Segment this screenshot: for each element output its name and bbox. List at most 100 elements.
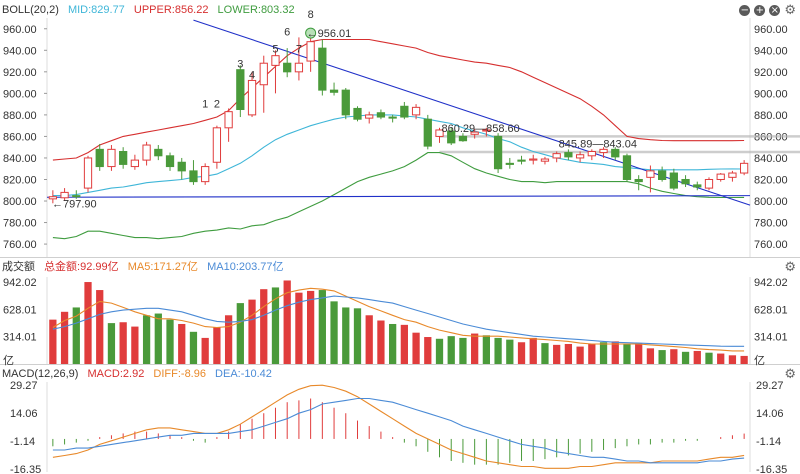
volume-bar: [728, 355, 737, 364]
candle-body: [740, 162, 749, 174]
volume-title: 成交额: [2, 261, 35, 273]
wave-label-3: 3: [237, 59, 243, 71]
volume-bar: [260, 289, 268, 364]
trend-line-resistance: [193, 19, 751, 206]
price-tick-label-left: 880.00: [3, 110, 37, 122]
volume-bar: [646, 348, 655, 364]
volume-bar: [541, 343, 549, 364]
price-tick-label-left: 940.00: [3, 45, 37, 57]
volume-bar: [389, 323, 397, 364]
price-tick-label-right: 820.00: [754, 174, 788, 186]
macd-tick-label-left: 14.06: [10, 408, 38, 420]
wave-label-2: 2: [214, 99, 220, 111]
candle-body: [435, 129, 444, 137]
volume-bar: [248, 299, 256, 364]
candle-body: [212, 127, 222, 163]
price-tick-label-left: 860.00: [3, 131, 37, 143]
candle-body: [529, 158, 538, 161]
candle-body: [540, 158, 550, 162]
plus-icon[interactable]: +: [754, 5, 766, 16]
gear-icon[interactable]: ⚙: [784, 367, 796, 382]
peak-label: ←956.01: [307, 28, 352, 40]
candle-body: [119, 150, 128, 165]
boll-line-upper: [52, 38, 745, 161]
candle-body: [704, 178, 714, 189]
candle-body: [48, 196, 57, 200]
boll-lower-label: LOWER:803.32: [217, 4, 295, 16]
price-tick-label-right: 800.00: [754, 196, 788, 208]
candle-body: [189, 170, 198, 183]
candle-body: [681, 178, 690, 185]
candle-body: [201, 166, 210, 183]
volume-line-ma10: [52, 295, 745, 347]
candle-body: [611, 148, 620, 158]
volume-bar: [213, 327, 221, 364]
volume-bar: [365, 315, 373, 364]
price-tick-label-right: 960.00: [754, 24, 788, 36]
boll-upper-label: UPPER:856.22: [133, 4, 209, 16]
volume-bar: [189, 331, 198, 364]
price-tick-label-right: 900.00: [754, 88, 788, 100]
candle-body: [376, 112, 386, 118]
boll-header: BOLL(20,2) MID:829.77 UPPER:856.22 LOWER…: [2, 2, 301, 19]
volume-bar: [178, 323, 186, 364]
volume-tick-label-right: 亿: [754, 354, 765, 367]
boll-title: BOLL(20,2): [2, 4, 59, 16]
volume-bar: [166, 319, 174, 364]
candle-body: [587, 150, 596, 157]
wave-label-5: 5: [272, 44, 278, 56]
volume-bar: [60, 311, 69, 364]
candle-body: [458, 135, 468, 142]
volume-ma5-label: MA5:171.27亿: [127, 261, 199, 273]
candle-body: [329, 89, 339, 93]
gear-icon[interactable]: ⚙: [784, 3, 796, 18]
close-icon[interactable]: ×: [769, 5, 781, 16]
candle-body: [318, 47, 327, 91]
candle-body: [669, 172, 678, 189]
macd-tick-label-left: -1.14: [10, 436, 35, 448]
candle-body: [388, 116, 397, 119]
macd-line-dea: [52, 397, 745, 464]
candle-body: [423, 118, 432, 147]
macd-header: MACD(12,26,9) MACD:2.92 DIFF:-8.96 DEA:-…: [2, 366, 278, 383]
candle-body: [575, 154, 585, 159]
wave-label-4: 4: [249, 69, 255, 81]
volume-bar: [635, 343, 643, 364]
volume-bar: [342, 307, 350, 364]
volume-bar: [553, 344, 561, 364]
volume-bar: [576, 346, 584, 364]
volume-bar: [670, 349, 678, 364]
macd-title: MACD(12,26,9): [2, 368, 79, 380]
volume-bar: [424, 337, 432, 364]
candle-body: [365, 114, 374, 119]
candle-body: [259, 62, 268, 86]
low-label: ←797.90: [52, 198, 97, 210]
macd-tick-label-left: -16.35: [10, 464, 41, 474]
candle-body: [447, 130, 456, 144]
candle-body: [130, 159, 140, 168]
price-tick-label-left: 780.00: [3, 218, 37, 230]
price-tick-label-right: 760.00: [754, 239, 788, 251]
candle-body: [224, 111, 233, 129]
volume-bar: [517, 342, 526, 364]
volume-bar: [459, 337, 467, 364]
candle-body: [657, 170, 667, 180]
price-tick-label-right: 780.00: [754, 218, 788, 230]
price-tick-label-right: 920.00: [754, 67, 788, 79]
volume-bar: [271, 287, 280, 364]
candle-body: [83, 157, 93, 189]
gear-icon[interactable]: ⚙: [784, 260, 796, 275]
volume-bar: [471, 333, 479, 364]
macd-tick-label-right: 14.06: [756, 408, 784, 420]
candle-body: [72, 195, 81, 198]
wave-label-7: 7: [296, 44, 302, 56]
candle-body: [470, 131, 479, 135]
volume-bar: [107, 323, 116, 364]
candle-body: [517, 159, 526, 162]
boll-controls: − + × ⚙: [739, 2, 796, 19]
minus-icon[interactable]: −: [739, 5, 751, 16]
volume-bar: [435, 338, 444, 364]
volume-bar: [201, 337, 209, 364]
macd-tick-label-right: -16.35: [756, 464, 787, 474]
